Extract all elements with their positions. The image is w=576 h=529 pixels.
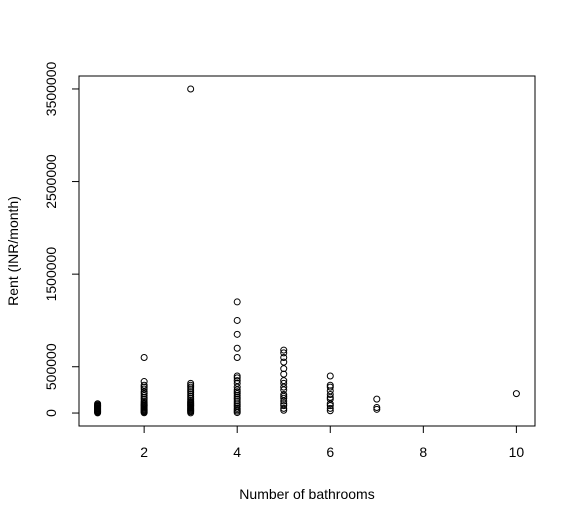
- data-point: [280, 353, 288, 361]
- data-points: [94, 85, 520, 417]
- data-point: [512, 390, 520, 398]
- data-point: [280, 391, 288, 399]
- data-point: [280, 358, 288, 366]
- data-point: [280, 346, 288, 354]
- data-point: [140, 381, 148, 389]
- data-point: [233, 372, 241, 380]
- data-point: [187, 85, 195, 93]
- y-tick-label: 500000: [43, 343, 59, 390]
- data-point: [140, 353, 148, 361]
- data-point: [280, 394, 288, 402]
- data-point: [94, 400, 102, 408]
- data-point: [233, 374, 241, 382]
- data-point: [280, 402, 288, 410]
- data-point: [326, 407, 334, 415]
- data-point: [233, 298, 241, 306]
- data-point: [373, 395, 381, 403]
- data-point: [326, 383, 334, 391]
- plot-frame: [78, 75, 536, 427]
- data-point: [233, 388, 241, 396]
- data-point: [187, 379, 195, 387]
- data-point: [326, 404, 334, 412]
- data-point: [233, 377, 241, 385]
- data-point: [187, 383, 195, 391]
- data-point: [326, 395, 334, 403]
- x-tick-label: 8: [419, 444, 427, 460]
- y-tick-label: 0: [43, 409, 59, 417]
- data-point: [280, 379, 288, 387]
- x-tick-label: 6: [326, 444, 334, 460]
- x-axis-label: Number of bathrooms: [239, 486, 374, 502]
- y-tick-label: 2500000: [43, 154, 59, 209]
- data-point: [187, 381, 195, 389]
- data-point: [140, 378, 148, 386]
- x-tick-label: 2: [140, 444, 148, 460]
- y-axis: 0 500000 1500000 2500000 3500000: [43, 62, 79, 417]
- data-point: [233, 353, 241, 361]
- data-point: [233, 330, 241, 338]
- data-point: [280, 404, 288, 412]
- data-point: [373, 403, 381, 411]
- data-point: [233, 316, 241, 324]
- x-tick-label: 10: [509, 444, 525, 460]
- y-tick-label: 3500000: [43, 62, 59, 117]
- data-point: [326, 381, 334, 389]
- y-tick-label: 1500000: [43, 247, 59, 302]
- x-axis: 2 4 6 8 10: [140, 426, 524, 460]
- data-point: [233, 344, 241, 352]
- data-point: [326, 372, 334, 380]
- y-axis-label: Rent (INR/month): [5, 196, 21, 306]
- data-point: [280, 349, 288, 357]
- data-point: [373, 405, 381, 413]
- x-tick-label: 4: [233, 444, 241, 460]
- data-point: [140, 385, 148, 393]
- data-point: [326, 391, 334, 399]
